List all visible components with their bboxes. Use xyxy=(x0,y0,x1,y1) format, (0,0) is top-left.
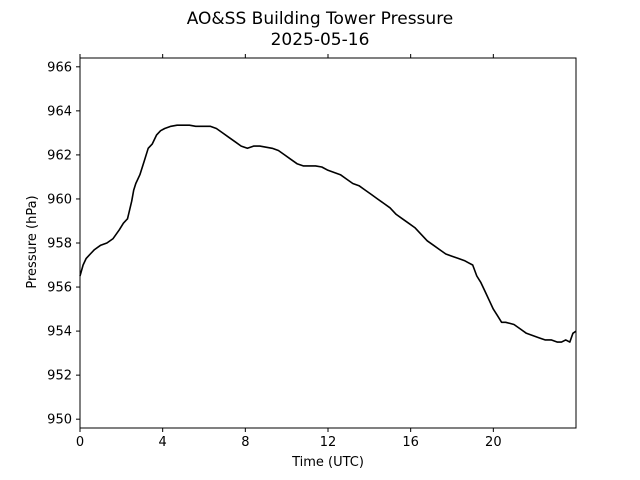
y-axis-label: Pressure (hPa) xyxy=(25,195,40,288)
pressure-series-line xyxy=(79,124,577,343)
chart-subtitle: 2025-05-16 xyxy=(271,30,370,50)
y-tick-label: 956 xyxy=(47,281,72,296)
y-tick-label: 962 xyxy=(47,148,72,163)
plot-frame xyxy=(79,57,577,429)
x-axis-label: Time (UTC) xyxy=(291,455,364,470)
y-tick-label: 950 xyxy=(47,413,72,428)
y-tick-label: 966 xyxy=(47,60,72,75)
y-tick-label: 952 xyxy=(47,369,72,384)
y-tick-label: 960 xyxy=(47,192,72,207)
x-tick-label: 16 xyxy=(402,435,419,450)
y-tick-label: 958 xyxy=(47,237,72,252)
x-tick-label: 8 xyxy=(241,435,249,450)
y-tick-label: 964 xyxy=(47,104,72,119)
y-tick-label: 954 xyxy=(47,325,72,340)
x-tick-label: 0 xyxy=(76,435,84,450)
chart-title: AO&SS Building Tower Pressure xyxy=(187,9,454,29)
x-tick-label: 4 xyxy=(159,435,167,450)
x-tick-label: 12 xyxy=(320,435,337,450)
plot-area: 0 4 8 12 16 20 950 952 954 956 958 960 962 964 966 xyxy=(47,54,577,450)
x-tick-label: 20 xyxy=(485,435,502,450)
